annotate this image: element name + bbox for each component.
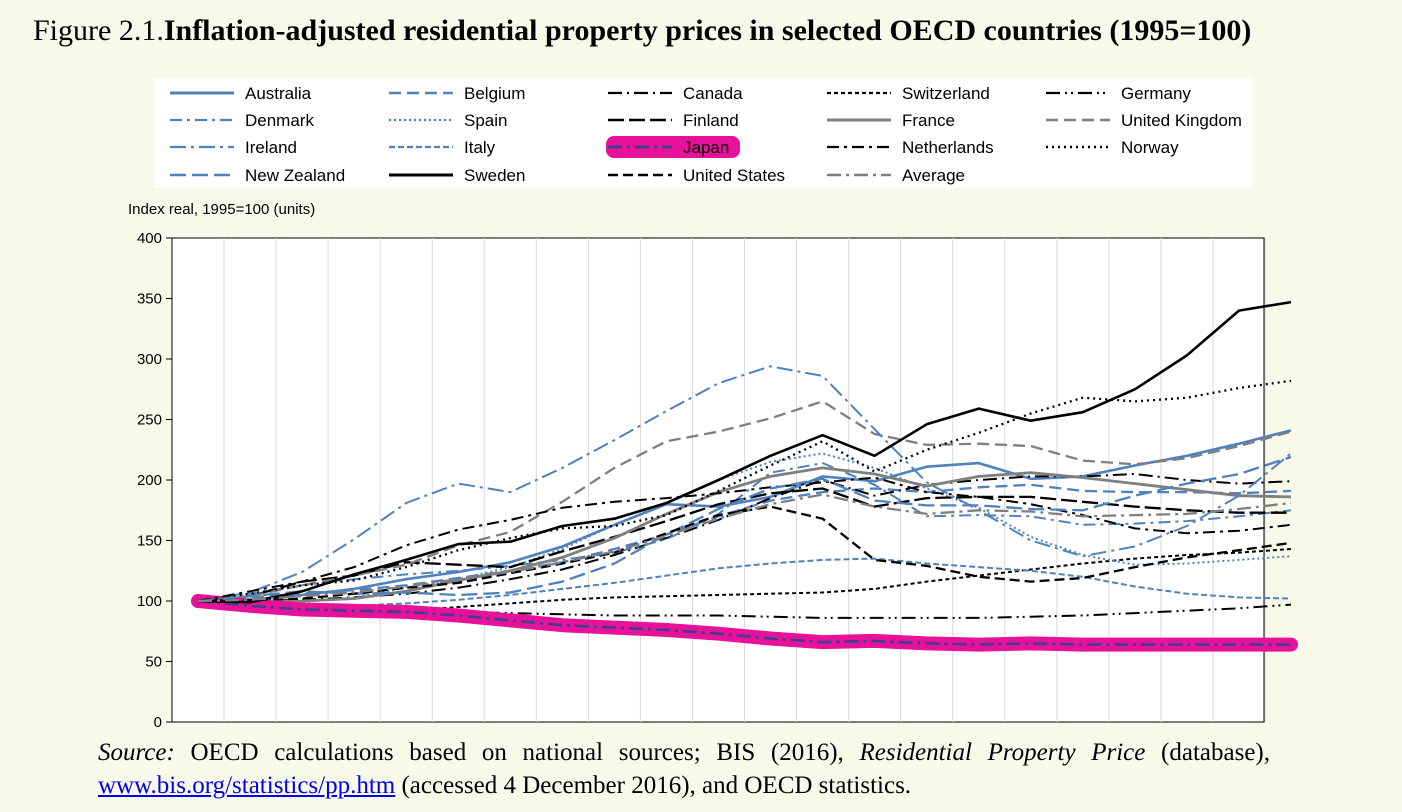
legend-label: Finland (683, 111, 739, 130)
legend-label: Canada (683, 84, 743, 103)
series-denmark (197, 462, 1292, 602)
legend-label: Australia (245, 84, 312, 103)
legend-item-united-kingdom: United Kingdom (1046, 111, 1242, 130)
series-united-states (197, 505, 1292, 603)
legend-item-australia: Australia (170, 84, 312, 103)
series-new-zealand (197, 455, 1292, 603)
source-text-2: (database), (1145, 739, 1270, 766)
legend-label: United States (683, 166, 785, 185)
legend-item-average: Average (827, 166, 965, 185)
series-australia (197, 429, 1292, 603)
series-average (197, 493, 1292, 603)
y-tick-label: 50 (145, 654, 162, 671)
legend-label: Spain (464, 111, 507, 130)
title-main: Inflation-adjusted residential property … (163, 14, 1252, 47)
legend-item-new-zealand: New Zealand (170, 166, 345, 185)
legend-item-germany: Germany (1046, 84, 1191, 103)
source-italic: Residential Property Price (859, 739, 1146, 766)
legend-item-japan: Japan (606, 136, 740, 158)
source-note: Source: OECD calculations based on natio… (98, 736, 1270, 802)
title-prefix: Figure 2.1. (33, 14, 164, 47)
series-spain (197, 452, 1292, 604)
legend-item-spain: Spain (389, 111, 507, 130)
y-axis-label: Index real, 1995=100 (units) (128, 201, 315, 218)
y-tick-label: 200 (137, 472, 162, 489)
source-link[interactable]: www.bis.org/statistics/pp.htm (98, 772, 396, 799)
legend-label: Denmark (245, 111, 314, 130)
legend-label: Belgium (464, 84, 525, 103)
legend-label: United Kingdom (1121, 111, 1242, 130)
legend-item-sweden: Sweden (389, 166, 525, 185)
legend-label: Average (902, 166, 965, 185)
legend-label: Italy (464, 138, 496, 157)
source-text-1: OECD calculations based on national sour… (174, 739, 860, 766)
series-finland (197, 487, 1291, 603)
source-text-3: (accessed 4 December 2016), and OECD sta… (395, 772, 912, 799)
legend-item-norway: Norway (1046, 138, 1179, 157)
legend-label: Netherlands (902, 138, 994, 157)
series-france (197, 466, 1292, 604)
y-tick-label: 150 (137, 533, 162, 550)
series-group (191, 300, 1298, 652)
legend-item-united-states: United States (608, 166, 785, 185)
chart: Australia Belgium Canada Switzerland Germany… (128, 78, 1298, 731)
legend-label: Japan (683, 138, 729, 157)
legend-item-finland: Finland (608, 111, 739, 130)
legend-item-belgium: Belgium (389, 84, 525, 103)
series-germany (197, 600, 1292, 619)
chart-title: Figure 2.1.Inflation-adjusted residentia… (33, 14, 1393, 48)
series-norway (197, 379, 1292, 603)
series-sweden (197, 300, 1292, 604)
y-tick-label: 400 (137, 230, 162, 247)
y-tick-label: 100 (137, 593, 162, 610)
legend-label: New Zealand (245, 166, 345, 185)
legend-item-netherlands: Netherlands (827, 138, 994, 157)
source-label: Source: (98, 739, 175, 766)
series-netherlands (197, 476, 1292, 602)
series-united-kingdom (197, 400, 1292, 603)
legend-item-italy: Italy (389, 138, 496, 157)
legend-item-ireland: Ireland (170, 138, 297, 157)
legend-label: Ireland (245, 138, 297, 157)
legend-label: Sweden (464, 166, 525, 185)
series-belgium (197, 483, 1292, 603)
y-tick-label: 350 (137, 291, 162, 308)
legend-box (154, 78, 1252, 188)
legend-label: Switzerland (902, 84, 990, 103)
legend: Australia Belgium Canada Switzerland Germany… (170, 84, 1242, 185)
legend-item-canada: Canada (608, 84, 743, 103)
legend-item-denmark: Denmark (170, 111, 314, 130)
y-tick-label: 0 (154, 714, 162, 731)
y-axis: 0 50 100 150 200 250 300 350 400 (137, 230, 172, 731)
legend-item-france: France (827, 111, 955, 130)
y-tick-label: 300 (137, 351, 162, 368)
legend-highlight (606, 136, 740, 158)
series-japan (197, 599, 1291, 646)
legend-item-switzerland: Switzerland (827, 84, 990, 103)
legend-label: Norway (1121, 138, 1179, 157)
legend-label: Germany (1121, 84, 1191, 103)
y-tick-label: 250 (137, 412, 162, 429)
legend-label: France (902, 111, 955, 130)
